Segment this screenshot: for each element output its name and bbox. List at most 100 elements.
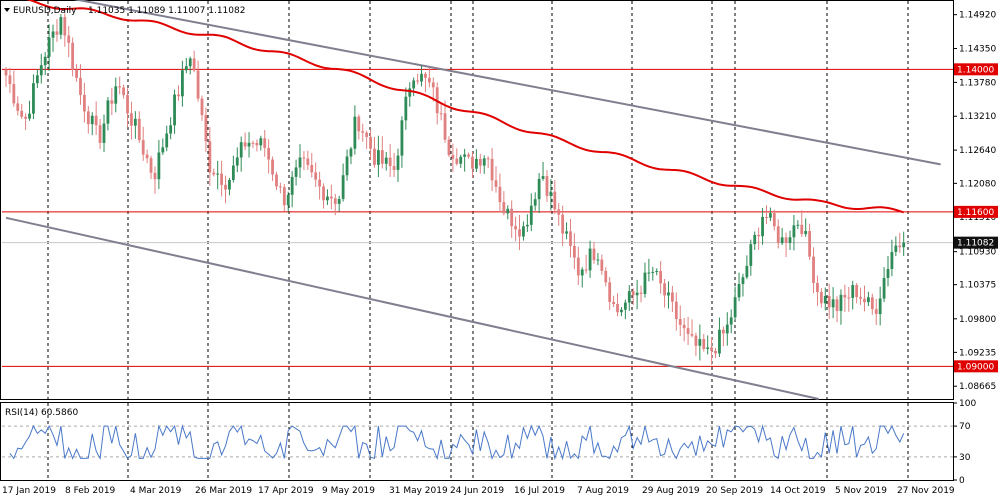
candle [733,286,737,321]
candle-body [302,157,306,159]
candle [600,254,604,275]
candle-body [635,292,639,296]
candle-body [843,294,847,298]
candle-body [177,94,180,97]
candle [212,168,216,177]
candle-body [141,140,145,155]
candle [718,317,721,357]
candle [776,219,780,249]
candle [475,149,478,173]
candle [157,140,161,190]
candle-body [110,100,114,104]
level-tag-label: 1.11600 [957,208,994,218]
candle [267,139,271,174]
candle-body [443,113,447,140]
candle [533,192,537,211]
candle-body [200,98,204,116]
candle [741,273,745,297]
candle-body [133,118,137,126]
candle [545,170,549,202]
candle-body [525,224,529,227]
candle-body [655,271,659,273]
candle-body [553,191,557,210]
candle [623,299,627,320]
candle-body [616,303,619,313]
candle [239,136,243,172]
candle [549,179,553,211]
candle [133,111,137,139]
candle-body [24,116,27,119]
candle [416,73,419,85]
candle [302,151,306,171]
candle [137,111,141,144]
candle-body [228,179,231,190]
candle-body [714,350,717,354]
candle [384,151,388,171]
channel-lower-line [5,216,819,400]
candle [200,95,204,121]
x-tick-label: 31 May 2019 [389,486,448,496]
candle [400,116,404,168]
candle-body [753,234,757,245]
candle-body [682,324,686,329]
candle-body [235,157,239,166]
candle [130,101,133,140]
candle-body [55,31,59,35]
candle [181,60,184,107]
candle [122,84,125,99]
dropdown-triangle-icon[interactable] [4,8,10,12]
candle [161,138,165,155]
candle-body [573,245,576,258]
candle [576,246,580,285]
candle-body [149,158,153,173]
level-tag-label: 1.09000 [957,362,994,372]
candle [471,151,474,178]
candle-body [486,158,490,160]
candle [898,232,902,253]
candle-body [729,317,733,325]
candle-body [424,73,427,78]
candle [153,166,157,194]
candle [118,76,122,95]
candle-body [384,157,388,164]
candle-body [533,199,537,206]
candle-body [772,213,776,227]
candle-body [439,113,443,115]
candle-body [549,191,553,196]
candle-body [259,138,263,146]
candle-body [153,172,157,180]
candle [663,279,666,308]
candle [365,130,369,149]
candle [427,67,431,88]
candle-body [420,73,423,82]
candle [647,258,651,282]
candle [553,179,557,214]
candle [114,77,118,113]
candle-body [733,297,737,318]
candle-body [326,196,329,201]
candle-body [647,272,651,274]
x-tick-label: 4 Mar 2019 [130,486,182,496]
candle-body [627,291,631,303]
candle [894,236,898,257]
candle-body [51,31,55,38]
candle [149,155,153,180]
candle [286,191,290,213]
candle [631,288,635,305]
candle-body [122,87,125,96]
x-tick-label: 29 Aug 2019 [642,486,700,496]
ohlc-label: 1.11035 1.11089 1.11007 1.11082 [88,6,245,16]
candlesticks [4,13,906,365]
candle [808,223,811,260]
candle-body [706,347,710,349]
candle-body [494,180,498,187]
candle-body [663,283,666,296]
candle [279,182,282,194]
candle-body [102,123,106,143]
candle-body [251,142,255,144]
candle-body [592,248,596,261]
candle-body [32,83,35,114]
candle [447,136,451,158]
candle-body [16,103,20,111]
